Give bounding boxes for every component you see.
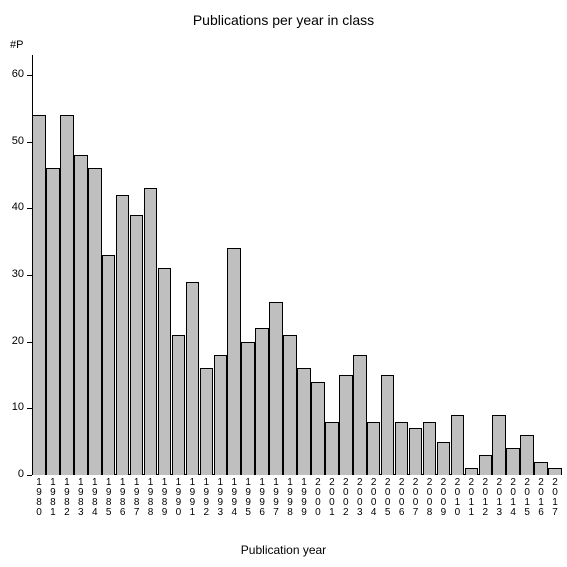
x-tick-label: 2017 xyxy=(548,478,562,518)
x-tick-label: 1998 xyxy=(283,478,297,518)
y-tick-label: 10 xyxy=(2,401,24,413)
x-tick-label: 1980 xyxy=(32,478,46,518)
bar xyxy=(88,168,102,475)
bar xyxy=(297,368,311,475)
bar xyxy=(74,155,88,475)
bar xyxy=(214,355,228,475)
bar xyxy=(409,428,423,475)
bar xyxy=(465,468,479,475)
bar xyxy=(367,422,381,475)
x-tick-label: 1982 xyxy=(60,478,74,518)
y-tick-label: 20 xyxy=(2,335,24,347)
x-tick-label: 2015 xyxy=(520,478,534,518)
x-tick-label: 1987 xyxy=(130,478,144,518)
bar xyxy=(200,368,214,475)
bar xyxy=(46,168,60,475)
bar xyxy=(102,255,116,475)
bar xyxy=(241,342,255,475)
y-tick-label: 0 xyxy=(2,468,24,480)
x-tick-label: 1985 xyxy=(102,478,116,518)
bar xyxy=(451,415,465,475)
bar xyxy=(186,282,200,475)
chart-title: Publications per year in class xyxy=(0,12,567,28)
bar xyxy=(395,422,409,475)
x-tick-label: 2016 xyxy=(534,478,548,518)
chart-container: Publications per year in class #P 010203… xyxy=(0,0,567,567)
x-tick-label: 1981 xyxy=(46,478,60,518)
bar xyxy=(172,335,186,475)
x-tick-label: 2012 xyxy=(478,478,492,518)
bar xyxy=(520,435,534,475)
bar xyxy=(116,195,130,475)
x-tick-label: 2003 xyxy=(353,478,367,518)
x-tick-label: 1992 xyxy=(199,478,213,518)
bar xyxy=(130,215,144,475)
x-tick-label: 1996 xyxy=(255,478,269,518)
bar xyxy=(479,455,493,475)
x-tick-label: 1997 xyxy=(269,478,283,518)
x-tick-label: 2005 xyxy=(381,478,395,518)
bar xyxy=(158,268,172,475)
bar xyxy=(339,375,353,475)
bar xyxy=(269,302,283,475)
bar xyxy=(534,462,548,475)
bar xyxy=(311,382,325,475)
bar xyxy=(548,468,562,475)
x-tick-label: 1999 xyxy=(297,478,311,518)
x-tick-label: 2014 xyxy=(506,478,520,518)
bar xyxy=(437,442,451,475)
x-tick-label: 1989 xyxy=(158,478,172,518)
x-tick-label: 1988 xyxy=(144,478,158,518)
y-tick-mark xyxy=(27,475,32,476)
y-axis-label: #P xyxy=(10,39,23,51)
bar xyxy=(32,115,46,475)
y-tick-label: 50 xyxy=(2,135,24,147)
bar xyxy=(255,328,269,475)
bar xyxy=(423,422,437,475)
x-tick-label: 2009 xyxy=(436,478,450,518)
x-tick-label: 2008 xyxy=(423,478,437,518)
bar xyxy=(60,115,74,475)
bar xyxy=(492,415,506,475)
x-axis-label: Publication year xyxy=(0,543,567,557)
x-tick-label: 2000 xyxy=(311,478,325,518)
x-tick-label: 2010 xyxy=(450,478,464,518)
x-tick-label: 2011 xyxy=(464,478,478,518)
x-tick-label: 1995 xyxy=(241,478,255,518)
bar xyxy=(381,375,395,475)
y-tick-mark xyxy=(27,75,32,76)
x-tick-label: 2006 xyxy=(395,478,409,518)
bar xyxy=(506,448,520,475)
x-tick-label: 1993 xyxy=(213,478,227,518)
x-tick-label: 1990 xyxy=(171,478,185,518)
x-tick-label: 2004 xyxy=(367,478,381,518)
x-tick-label: 2002 xyxy=(339,478,353,518)
bar xyxy=(144,188,158,475)
x-tick-label: 1991 xyxy=(185,478,199,518)
x-tick-label: 1984 xyxy=(88,478,102,518)
y-tick-label: 60 xyxy=(2,68,24,80)
bar xyxy=(227,248,241,475)
x-tick-label: 1986 xyxy=(116,478,130,518)
bar xyxy=(353,355,367,475)
bar xyxy=(283,335,297,475)
x-tick-label: 1983 xyxy=(74,478,88,518)
x-tick-label: 2013 xyxy=(492,478,506,518)
y-tick-label: 30 xyxy=(2,268,24,280)
x-tick-label: 1994 xyxy=(227,478,241,518)
bar xyxy=(325,422,339,475)
plot-area: 0102030405060 xyxy=(32,55,562,475)
y-tick-label: 40 xyxy=(2,201,24,213)
x-tick-label: 2001 xyxy=(325,478,339,518)
x-tick-label: 2007 xyxy=(409,478,423,518)
